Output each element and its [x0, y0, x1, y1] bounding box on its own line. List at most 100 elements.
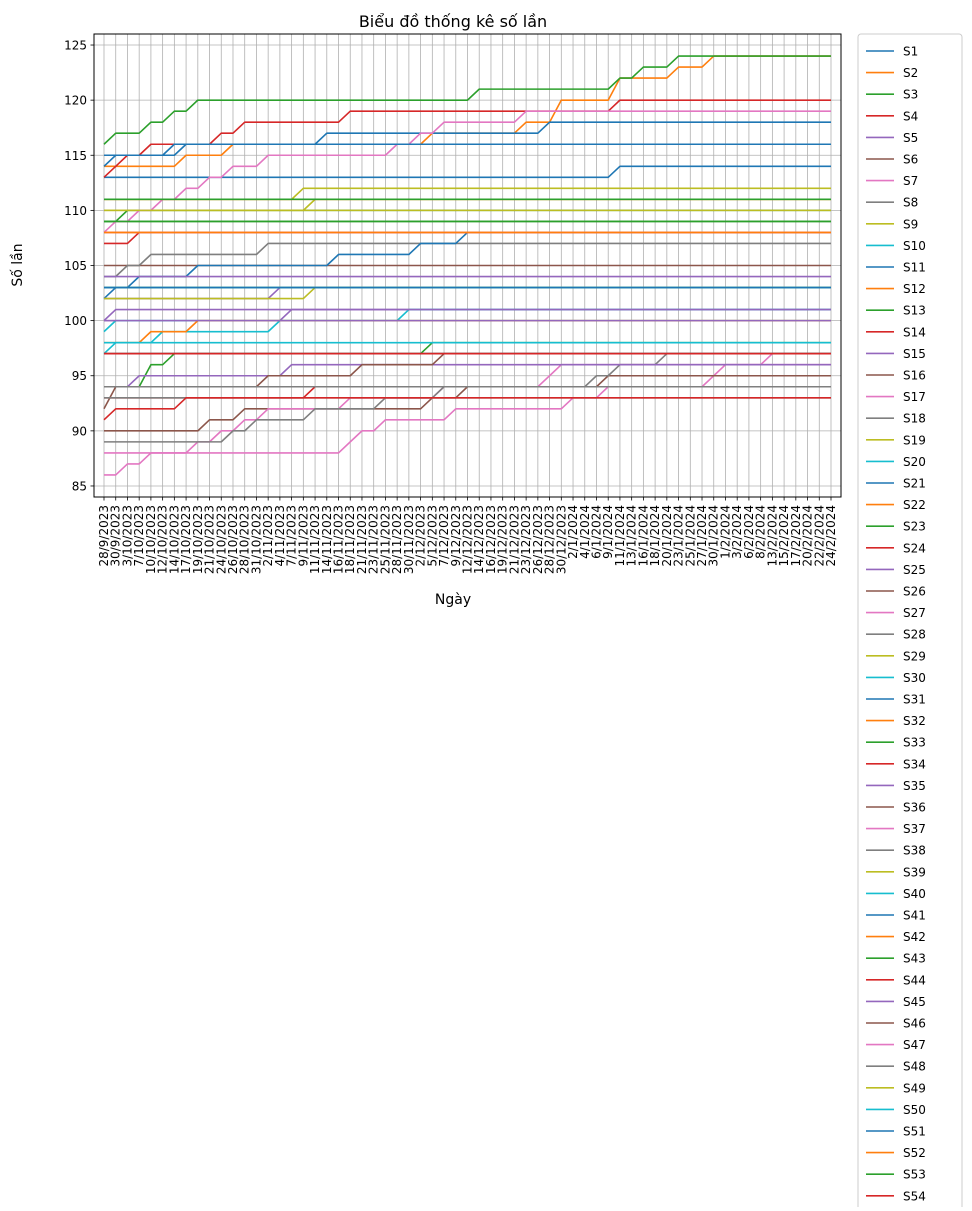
legend-label: S49: [903, 1081, 926, 1095]
y-tick-label: 95: [72, 369, 87, 383]
x-tick-label: 17/2/2024: [789, 505, 803, 567]
y-tick-label: 120: [64, 94, 87, 108]
x-tick-label: 23/1/2024: [672, 505, 686, 567]
x-tick-label: 2/1/2024: [566, 505, 580, 559]
x-tick-label: 8/2/2024: [754, 505, 768, 559]
legend-label: S29: [903, 649, 926, 663]
legend-label: S26: [903, 585, 926, 599]
series-line-s7: [104, 352, 831, 476]
legend-label: S25: [903, 563, 926, 577]
legend-label: S40: [903, 887, 926, 901]
legend-label: S32: [903, 714, 926, 728]
legend-label: S28: [903, 628, 926, 642]
legend-label: S52: [903, 1146, 926, 1160]
legend-label: S6: [903, 153, 918, 167]
legend-label: S42: [903, 930, 926, 944]
x-tick-label: 9/1/2024: [601, 505, 615, 559]
x-tick-label: 13/1/2024: [625, 505, 639, 567]
x-tick-label: 21/12/2023: [507, 505, 521, 574]
legend-label: S2: [903, 66, 918, 80]
x-tick-label: 11/1/2024: [613, 505, 627, 567]
legend-label: S1: [903, 45, 918, 59]
series-lines: [103, 55, 831, 476]
x-tick-label: 12/12/2023: [461, 505, 475, 574]
legend-label: S23: [903, 520, 926, 534]
legend-label: S54: [903, 1189, 926, 1203]
chart-title: Biểu đồ thống kê số lần: [359, 12, 547, 31]
legend-label: S18: [903, 412, 926, 426]
legend-label: S12: [903, 282, 926, 296]
legend-label: S22: [903, 498, 926, 512]
legend-label: S34: [903, 757, 926, 771]
x-tick-label: 26/12/2023: [531, 505, 545, 574]
y-tick-label: 85: [72, 479, 87, 493]
x-tick-label: 28/11/2023: [390, 505, 404, 574]
x-tick-label: 6/2/2024: [742, 505, 756, 559]
x-tick-label: 23/12/2023: [519, 505, 533, 574]
legend-label: S16: [903, 369, 926, 383]
x-tick-label: 19/10/2023: [191, 505, 205, 574]
legend-label: S10: [903, 239, 926, 253]
x-tick-label: 17/10/2023: [179, 505, 193, 574]
x-tick-label: 18/11/2023: [343, 505, 357, 574]
y-axis-label: Số lần: [9, 243, 26, 286]
x-tick-label: 22/2/2024: [812, 505, 826, 567]
legend-label: S17: [903, 390, 926, 404]
x-tick-label: 14/12/2023: [472, 505, 486, 574]
x-tick-label: 26/10/2023: [226, 505, 240, 574]
legend-label: S4: [903, 109, 918, 123]
x-tick-label: 25/11/2023: [378, 505, 392, 574]
x-tick-label: 4/1/2024: [578, 505, 592, 559]
y-tick-label: 110: [64, 204, 87, 218]
x-tick-label: 31/10/2023: [249, 505, 263, 574]
legend-label: S8: [903, 196, 918, 210]
legend-label: S30: [903, 671, 926, 685]
x-tick-label: 24/2/2024: [824, 505, 838, 567]
x-tick-label: 14/11/2023: [320, 505, 334, 574]
x-tick-label: 10/10/2023: [144, 505, 158, 574]
series-line-s25: [104, 363, 831, 388]
x-tick-label: 23/11/2023: [367, 505, 381, 574]
legend-label: S19: [903, 433, 926, 447]
legend-label: S5: [903, 131, 918, 145]
legend-label: S51: [903, 1125, 926, 1139]
x-tick-label: 12/10/2023: [156, 505, 170, 574]
x-tick-label: 1/2/2024: [718, 505, 732, 559]
x-tick-label: 30/9/2023: [109, 505, 123, 567]
x-tick-label: 30/12/2023: [554, 505, 568, 574]
legend-label: S7: [903, 174, 918, 188]
legend-label: S50: [903, 1103, 926, 1117]
x-tick-label: 2/12/2023: [414, 505, 428, 567]
series-line-s41: [103, 143, 831, 167]
series-line-s3: [103, 55, 831, 145]
series-line-s37: [103, 110, 831, 234]
x-tick-label: 16/1/2024: [636, 505, 650, 567]
legend-label: S41: [903, 909, 926, 923]
x-tick-label: 5/12/2023: [425, 505, 439, 567]
series-line-s35: [103, 308, 831, 322]
x-tick-label: 6/1/2024: [589, 505, 603, 559]
legend-label: S53: [903, 1168, 926, 1182]
x-tick-label: 2/11/2023: [261, 505, 275, 567]
y-axis-ticks: 85 90 95 100 105 110 115 120 125: [64, 39, 94, 493]
x-axis-label: Ngày: [435, 592, 471, 608]
x-tick-label: 7/10/2023: [132, 505, 146, 567]
x-tick-label: 16/11/2023: [332, 505, 346, 574]
legend-label: S24: [903, 541, 926, 555]
legend-label: S20: [903, 455, 926, 469]
y-tick-label: 90: [72, 424, 87, 438]
x-tick-label: 13/2/2024: [765, 505, 779, 567]
x-tick-label: 9/12/2023: [449, 505, 463, 567]
x-tick-label: 30/1/2024: [707, 505, 721, 567]
x-tick-label: 20/2/2024: [801, 505, 815, 567]
series-line-s4: [103, 99, 831, 178]
x-axis-ticks: 28/9/202330/9/20233/10/20237/10/202310/1…: [97, 497, 838, 574]
y-tick-label: 105: [64, 259, 87, 273]
legend-label: S11: [903, 261, 926, 275]
series-line-s8: [104, 242, 831, 278]
y-tick-label: 125: [64, 39, 87, 53]
legend-label: S48: [903, 1060, 926, 1074]
x-tick-label: 15/2/2024: [777, 505, 791, 567]
y-tick-label: 100: [64, 314, 87, 328]
